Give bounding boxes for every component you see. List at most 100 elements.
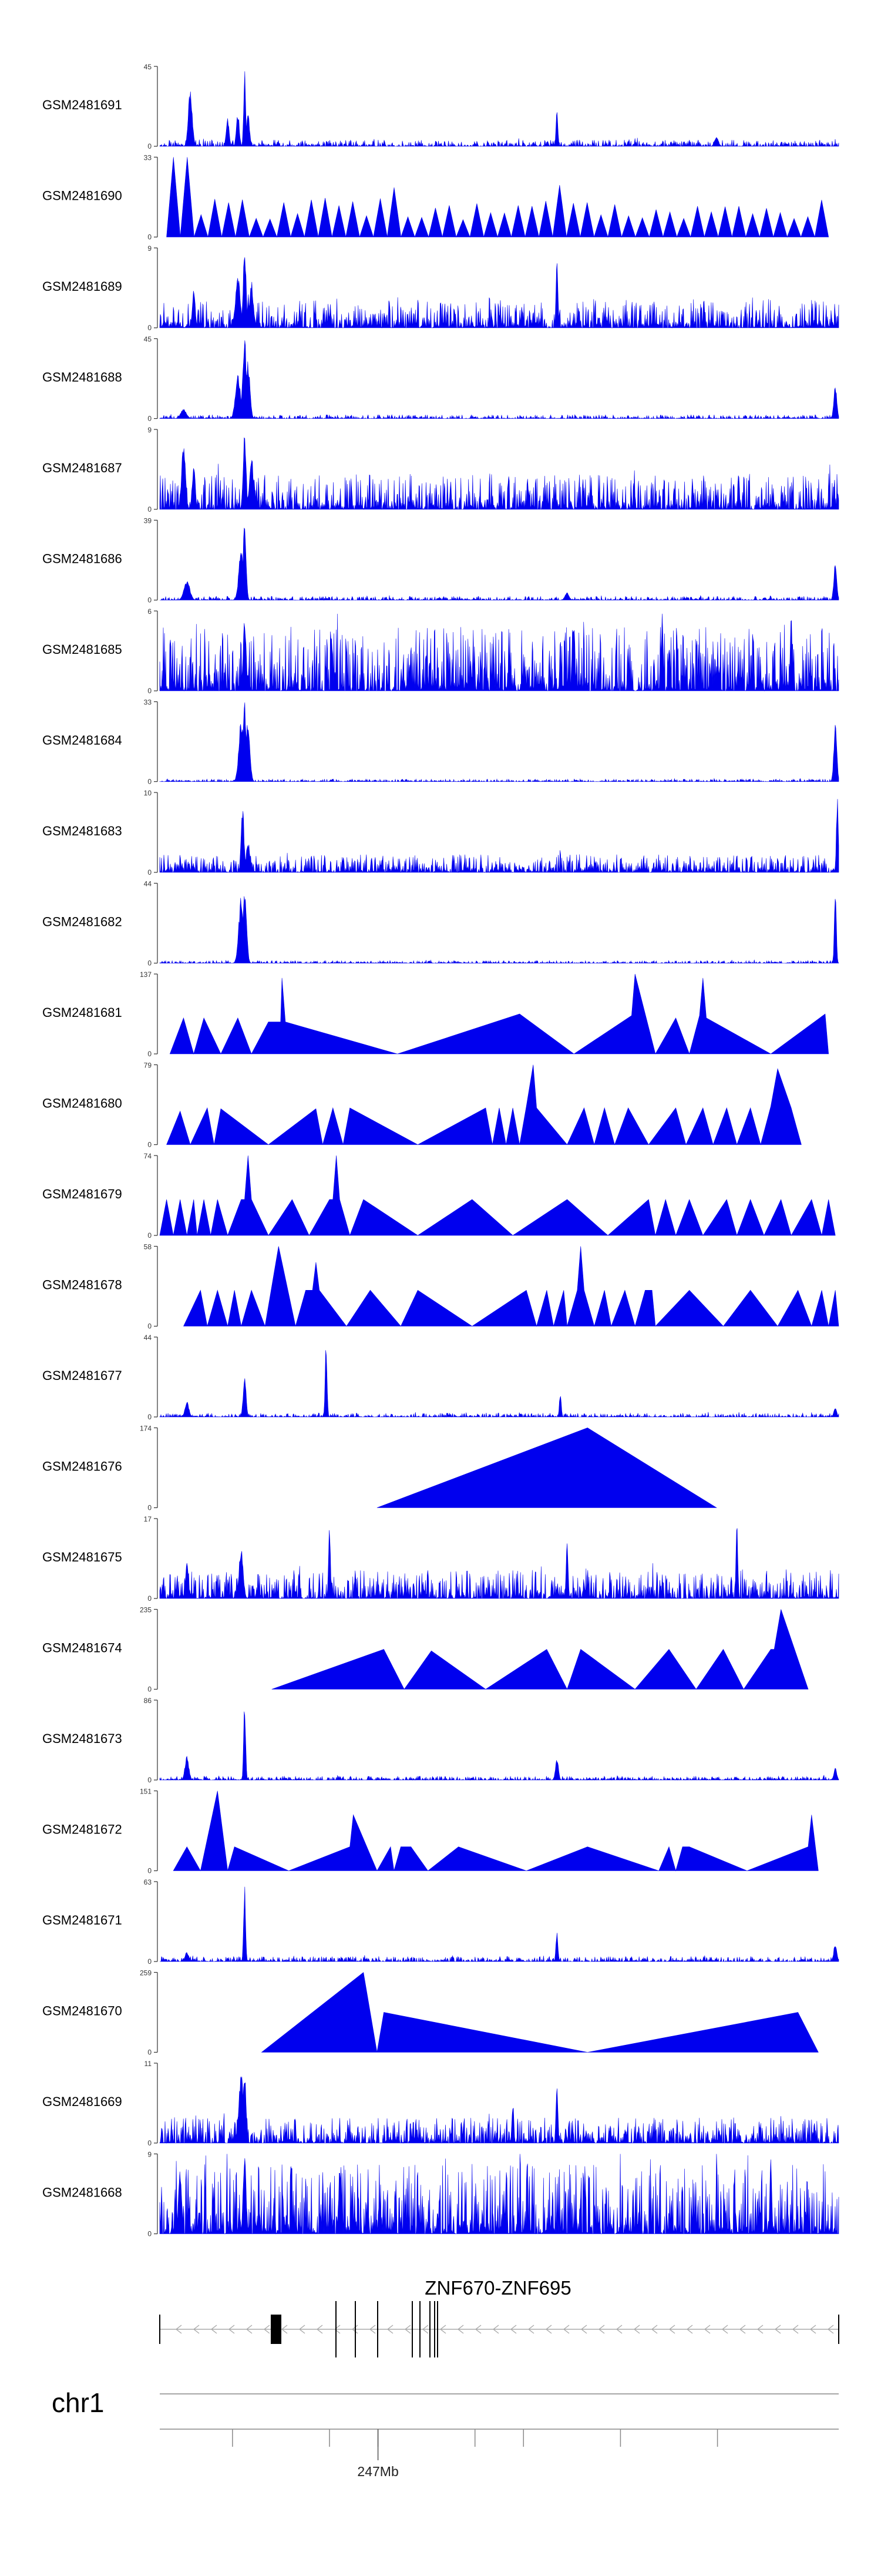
track-label: GSM2481679: [42, 1187, 122, 1201]
y-max-label: 63: [144, 1878, 152, 1886]
track-GSM2481689: GSM2481689 9 0: [42, 244, 839, 332]
y-min-label: 0: [147, 1141, 152, 1149]
track-label: GSM2481677: [42, 1368, 122, 1383]
genome-tick-label: 247Mb: [357, 2464, 398, 2479]
coverage-area: [159, 71, 839, 147]
strand-arrow: [704, 2325, 711, 2334]
y-max-label: 33: [144, 154, 152, 162]
y-min-label: 0: [147, 868, 152, 876]
track-label: GSM2481681: [42, 1005, 122, 1020]
track-GSM2481670: GSM2481670 259 0: [42, 1969, 819, 2057]
track-label: GSM2481684: [42, 733, 122, 748]
track-GSM2481671: GSM2481671 63 0: [42, 1878, 839, 1966]
y-max-label: 44: [144, 880, 152, 888]
strand-arrow: [386, 2325, 394, 2334]
y-max-label: 6: [147, 607, 152, 616]
strand-arrow: [246, 2325, 253, 2334]
y-max-label: 58: [144, 1243, 152, 1251]
y-max-label: 137: [140, 970, 152, 979]
coverage-area: [169, 973, 829, 1055]
coverage-area: [173, 1791, 819, 1872]
y-min-label: 0: [147, 1594, 152, 1603]
y-min-label: 0: [147, 1957, 152, 1966]
strand-arrow: [510, 2325, 517, 2334]
track-GSM2481691: GSM2481691 45 0: [42, 63, 839, 150]
track-label: GSM2481668: [42, 2185, 122, 2200]
track-label: GSM2481673: [42, 1731, 122, 1746]
track-GSM2481673: GSM2481673 86 0: [42, 1697, 839, 1784]
gene-exon-block: [271, 2315, 281, 2344]
y-min-label: 0: [147, 778, 152, 786]
strand-arrow: [545, 2325, 552, 2334]
strand-arrow: [756, 2325, 764, 2334]
track-label: GSM2481690: [42, 189, 122, 203]
y-max-label: 33: [144, 698, 152, 707]
y-max-label: 17: [144, 1515, 152, 1523]
track-GSM2481688: GSM2481688 45 0: [42, 335, 839, 423]
coverage-area: [159, 613, 839, 691]
strand-arrow: [792, 2325, 799, 2334]
strand-arrow: [580, 2325, 587, 2334]
coverage-area: [166, 1064, 802, 1146]
track-GSM2481687: GSM2481687 9 0: [42, 426, 839, 513]
genome-axis: chr1 247Mb: [52, 2387, 839, 2479]
coverage-area: [159, 1155, 836, 1236]
track-GSM2481674: GSM2481674 235 0: [42, 1606, 809, 1694]
strand-arrow: [210, 2325, 217, 2334]
track-label: GSM2481675: [42, 1550, 122, 1564]
track-GSM2481686: GSM2481686 39 0: [42, 517, 839, 604]
coverage-area: [159, 896, 839, 964]
y-max-label: 86: [144, 1697, 152, 1705]
y-min-label: 0: [147, 233, 152, 241]
y-min-label: 0: [147, 687, 152, 695]
chromosome-label: chr1: [52, 2387, 104, 2418]
strand-arrow: [616, 2325, 623, 2334]
y-max-label: 151: [140, 1788, 152, 1796]
track-label: GSM2481686: [42, 552, 122, 566]
y-max-label: 44: [144, 1334, 152, 1342]
track-label: GSM2481670: [42, 2004, 122, 2019]
coverage-area: [159, 1528, 839, 1600]
coverage-area: [159, 2076, 839, 2144]
track-GSM2481668: GSM2481668 9 0: [42, 2151, 839, 2238]
strand-arrow: [774, 2325, 781, 2334]
strand-arrow: [721, 2325, 728, 2334]
track-GSM2481684: GSM2481684 33 0: [42, 698, 839, 786]
coverage-area: [159, 340, 839, 419]
y-max-label: 9: [147, 244, 152, 253]
coverage-area: [183, 1246, 839, 1327]
coverage-area: [160, 528, 839, 601]
y-max-label: 11: [144, 2060, 152, 2068]
track-label: GSM2481678: [42, 1278, 122, 1292]
y-min-label: 0: [147, 505, 152, 513]
y-max-label: 174: [140, 1425, 152, 1433]
y-min-label: 0: [147, 1231, 152, 1240]
strand-arrow: [651, 2325, 658, 2334]
y-max-label: 9: [147, 426, 152, 434]
track-label: GSM2481676: [42, 1459, 122, 1474]
y-max-label: 10: [144, 789, 152, 797]
track-GSM2481675: GSM2481675 17 0: [42, 1515, 839, 1603]
strand-arrow: [404, 2325, 411, 2334]
track-label: GSM2481680: [42, 1096, 122, 1111]
strand-arrow: [527, 2325, 534, 2334]
track-GSM2481690: GSM2481690 33 0: [42, 154, 829, 241]
strand-arrow: [475, 2325, 482, 2334]
track-GSM2481682: GSM2481682 44 0: [42, 880, 839, 968]
strand-arrow: [316, 2325, 323, 2334]
track-GSM2481681: GSM2481681 137 0: [42, 970, 829, 1058]
track-label: GSM2481691: [42, 98, 122, 112]
strand-arrow: [281, 2325, 288, 2334]
track-label: GSM2481689: [42, 279, 122, 294]
y-max-label: 79: [144, 1062, 152, 1070]
y-min-label: 0: [147, 2048, 152, 2057]
coverage-area: [159, 2154, 839, 2235]
strand-arrow: [633, 2325, 640, 2334]
y-min-label: 0: [147, 1322, 152, 1331]
y-max-label: 45: [144, 63, 152, 71]
coverage-area: [159, 1711, 839, 1781]
track-GSM2481672: GSM2481672 151 0: [42, 1788, 819, 1875]
strand-arrow: [598, 2325, 605, 2334]
y-min-label: 0: [147, 142, 152, 150]
